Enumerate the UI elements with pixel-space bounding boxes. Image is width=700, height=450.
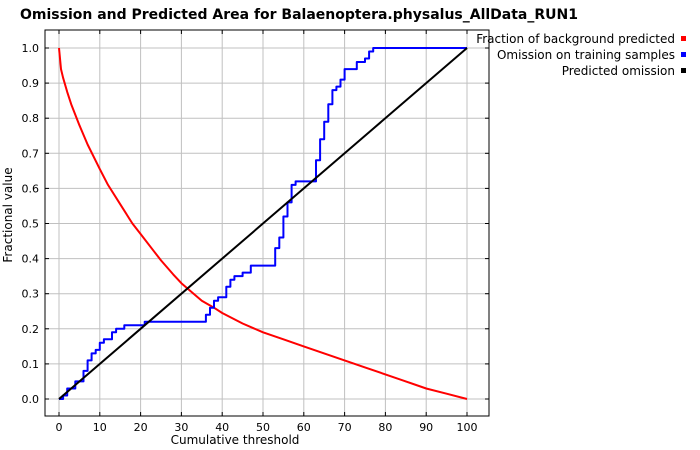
legend-label-predicted-omission: Predicted omission xyxy=(562,64,675,78)
y-tick-label: 1.0 xyxy=(22,42,40,55)
y-tick-label: 0.8 xyxy=(22,112,40,125)
x-tick-label: 80 xyxy=(378,421,392,434)
y-tick-label: 0.1 xyxy=(22,358,40,371)
grid xyxy=(45,30,489,416)
x-axis: 0 10 20 30 40 50 60 70 80 90 100 xyxy=(56,30,478,434)
series-line-predicted-omission xyxy=(58,47,468,400)
x-tick-label: 40 xyxy=(215,421,229,434)
x-tick-label: 60 xyxy=(297,421,311,434)
legend-swatch-predicted-omission xyxy=(681,68,686,73)
legend-label-omission-on-training-samples: Omission on training samples xyxy=(497,48,675,62)
y-tick-label: 0.2 xyxy=(22,323,40,336)
legend-swatch-omission-on-training-samples xyxy=(681,52,686,57)
legend-label-fraction-of-background-predicted: Fraction of background predicted xyxy=(476,32,675,46)
y-tick-label: 0.5 xyxy=(22,218,40,231)
legend-swatch-fraction-of-background-predicted xyxy=(681,36,686,41)
y-tick-label: 0.6 xyxy=(22,182,40,195)
x-tick-label: 90 xyxy=(419,421,433,434)
x-tick-label: 30 xyxy=(174,421,188,434)
x-axis-label: Cumulative threshold xyxy=(171,433,300,447)
y-tick-label: 0.3 xyxy=(22,288,40,301)
chart-title: Omission and Predicted Area for Balaenop… xyxy=(20,7,578,23)
y-axis-label: Fractional value xyxy=(1,167,15,262)
series-line-omission-on-training-samples xyxy=(59,47,467,400)
x-tick-label: 0 xyxy=(56,421,63,434)
y-tick-label: 0.7 xyxy=(22,147,40,160)
legend: Fraction of background predicted Omission… xyxy=(476,32,686,78)
y-axis: 0.0 0.1 0.2 0.3 0.4 0.5 0.6 0.7 0.8 0.9 1.0 xyxy=(22,42,489,406)
x-tick-label: 20 xyxy=(134,421,148,434)
x-tick-label: 10 xyxy=(93,421,107,434)
y-tick-label: 0.0 xyxy=(22,393,40,406)
y-tick-label: 0.4 xyxy=(22,253,40,266)
x-tick-label: 70 xyxy=(338,421,352,434)
series-layer xyxy=(58,47,468,400)
x-tick-label: 50 xyxy=(256,421,270,434)
x-tick-label: 100 xyxy=(457,421,478,434)
y-tick-label: 0.9 xyxy=(22,77,40,90)
